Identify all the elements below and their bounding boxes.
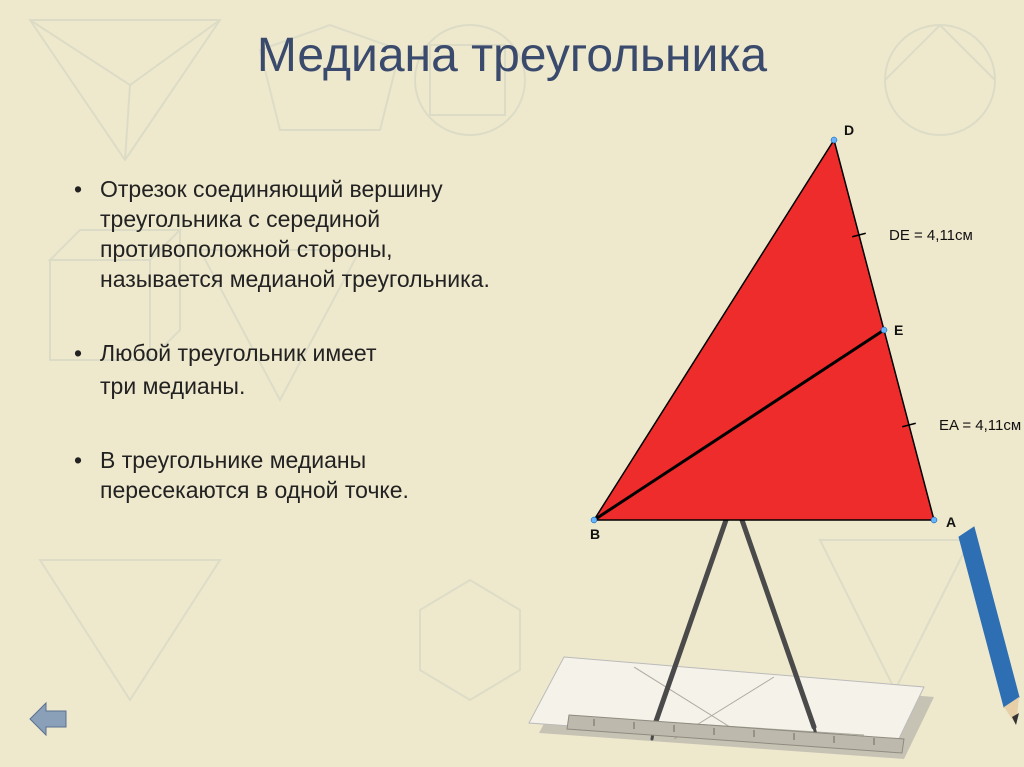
vertex-label-d: D bbox=[844, 122, 854, 138]
slide-title: Медиана треугольника bbox=[0, 28, 1024, 83]
triangle-diagram: D A B E DE = 4,11см EA = 4,11см bbox=[534, 120, 1004, 590]
bullet-list: Отрезок соединяющий вершину треугольника… bbox=[74, 175, 504, 550]
slide: Медиана треугольника Отрезок соединяющий… bbox=[0, 0, 1024, 767]
prev-slide-button[interactable] bbox=[28, 699, 68, 739]
vertex-label-e: E bbox=[894, 322, 903, 338]
triangle-svg bbox=[534, 120, 1004, 590]
vertex-label-a: A bbox=[946, 514, 956, 530]
arrow-left-icon bbox=[28, 699, 68, 739]
measure-de: DE = 4,11см bbox=[889, 227, 973, 244]
vertex-label-b: B bbox=[590, 526, 600, 542]
measure-ea: EA = 4,11см bbox=[939, 417, 1021, 434]
bullet-item: Отрезок соединяющий вершину треугольника… bbox=[74, 175, 504, 295]
bullet-item: Любой треугольник имеет bbox=[74, 339, 504, 369]
bullet-continuation: три медианы. bbox=[74, 372, 504, 402]
bullet-item: В треугольнике медианы пересекаются в од… bbox=[74, 446, 504, 506]
